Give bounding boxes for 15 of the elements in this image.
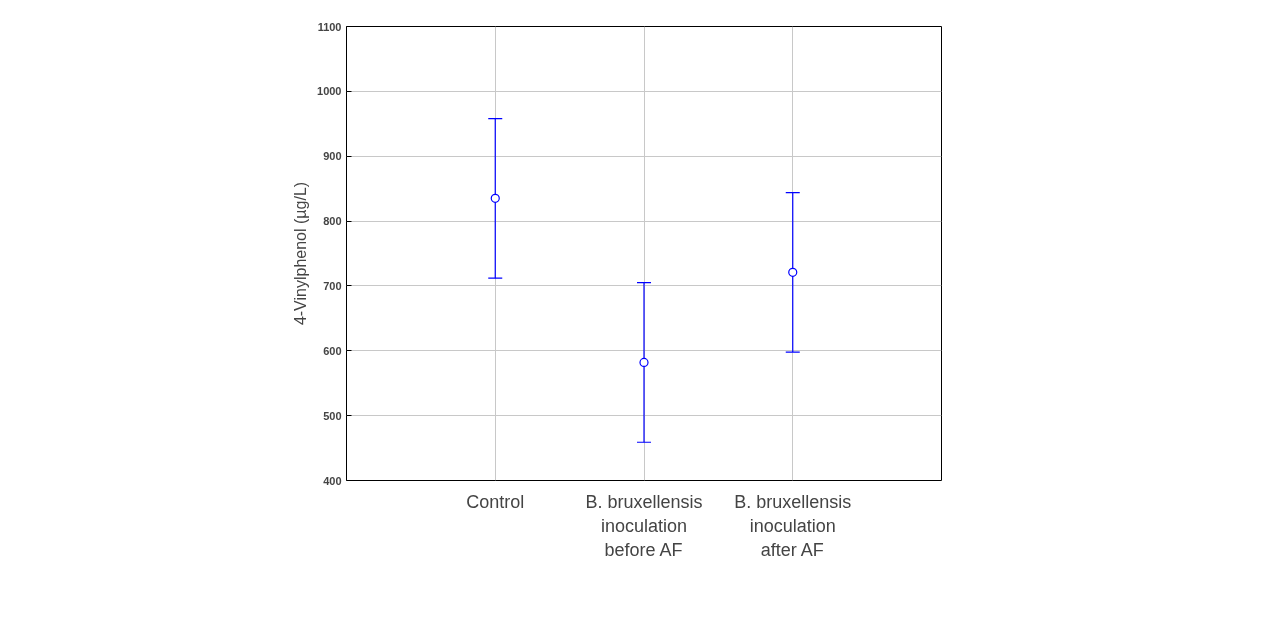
y-tick-label: 900	[323, 150, 342, 163]
y-tick-label: 500	[323, 409, 342, 422]
y-tick-label: 400	[323, 474, 342, 487]
x-tick-label: B. bruxellensis inoculation before AF	[585, 491, 703, 560]
point	[490, 193, 500, 203]
y-tick-label: 800	[323, 215, 342, 228]
point	[639, 357, 649, 368]
y-tick-label: 700	[323, 279, 342, 292]
y-tick-label: 600	[323, 344, 342, 357]
y-tick-label: 1100	[317, 20, 342, 33]
point	[788, 267, 798, 277]
x-tick-label: Control	[466, 491, 525, 512]
x-tick-label: B. bruxellensis inoculation after AF	[734, 491, 852, 560]
y-axis-title: 4-Vinylphenol (µg/L)	[292, 181, 310, 326]
y-tick-label: 1000	[317, 85, 342, 98]
